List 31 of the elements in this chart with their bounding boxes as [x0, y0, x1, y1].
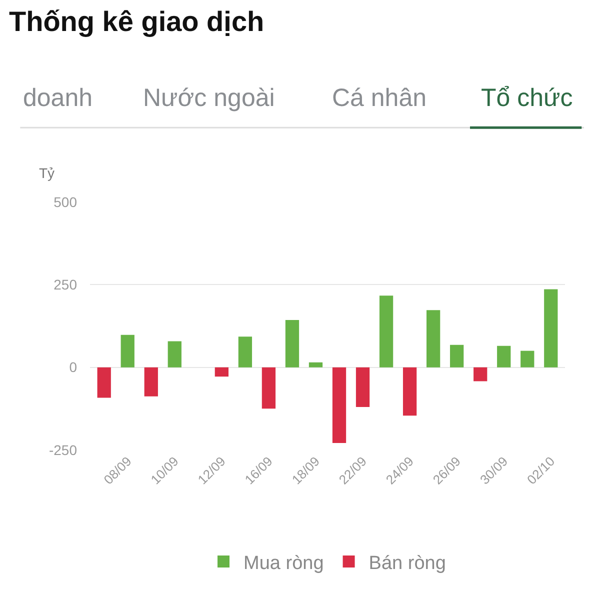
bar	[238, 336, 252, 368]
text: Nước ngoài	[143, 84, 275, 112]
y-tick-label: 250	[54, 276, 78, 293]
bar	[450, 344, 464, 368]
legend-label: Bán ròng	[368, 552, 446, 574]
text: Tổ chức	[481, 84, 573, 112]
bar	[356, 367, 370, 408]
legend-label: Mua ròng	[244, 552, 324, 574]
bar	[520, 350, 534, 368]
bar	[262, 367, 276, 409]
bar	[214, 367, 228, 377]
text: doanh	[23, 84, 93, 112]
bar	[474, 367, 488, 382]
chart-title: Thống kê giao dịch	[9, 6, 264, 37]
y-tick-label: 0	[69, 359, 78, 376]
bar	[144, 367, 158, 396]
bar	[168, 341, 182, 368]
y-axis-title: Tỷ	[39, 165, 55, 181]
bar	[97, 367, 111, 398]
text: Cá nhân	[332, 84, 427, 112]
bar	[332, 367, 346, 444]
bar	[120, 334, 134, 368]
bar	[497, 346, 511, 368]
bar	[544, 289, 558, 368]
bar	[426, 310, 440, 368]
bar	[308, 362, 323, 368]
y-tick-label: -250	[48, 442, 78, 458]
bar	[379, 296, 394, 368]
bar	[285, 320, 300, 368]
y-tick-label: 500	[54, 194, 78, 210]
bar	[402, 367, 417, 416]
